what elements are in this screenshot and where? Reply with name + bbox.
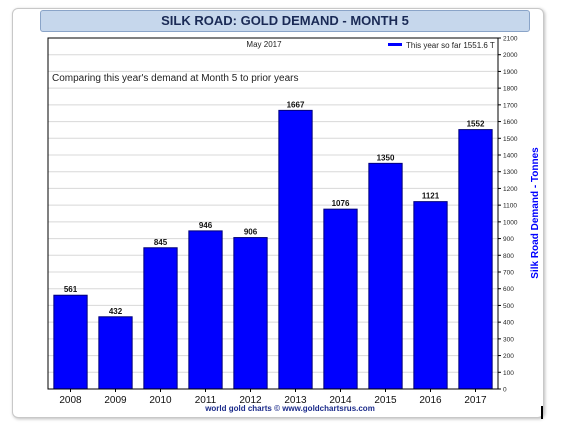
chart-title: SILK ROAD: GOLD DEMAND - MONTH 5: [40, 10, 530, 32]
bar-2011: [188, 230, 223, 390]
x-tick-label-2010: 2010: [149, 395, 172, 406]
y-tick-label: 1500: [503, 136, 518, 143]
bar-2016: [413, 201, 448, 390]
y-tick-label: 1400: [503, 153, 518, 160]
y-tick-label: 1200: [503, 186, 518, 193]
bar-2015: [368, 162, 403, 390]
data-label-2014: 1076: [332, 199, 350, 208]
x-tick-label-2016: 2016: [419, 395, 442, 406]
y-tick-label: 100: [503, 370, 514, 377]
plot-area: [47, 37, 499, 390]
y-tick-label: 300: [503, 336, 514, 343]
bar-2017: [458, 129, 493, 390]
legend-swatch: [388, 43, 402, 46]
chart-annotation: Comparing this year's demand at Month 5 …: [52, 73, 298, 84]
x-tick-labels: 2008 2009 2010 2011 2012 2013 2014 2015 2016 2017: [59, 389, 487, 406]
data-label-2016: 1121: [422, 192, 440, 201]
y-tick-label: 1800: [503, 86, 518, 93]
data-label-2013: 1667: [287, 100, 305, 109]
y-tick-label: 800: [503, 253, 514, 260]
bar-2008: [53, 294, 88, 390]
y-tick-label: 400: [503, 320, 514, 327]
y-tick-label: 200: [503, 353, 514, 360]
x-tick-label-2013: 2013: [284, 395, 307, 406]
y-tick-label: 0: [503, 387, 507, 394]
edge-mark: [541, 406, 543, 419]
y-tick-label: 1300: [503, 169, 518, 176]
y-tick-label: 500: [503, 303, 514, 310]
bar-2013: [278, 109, 313, 390]
x-tick-label-2017: 2017: [464, 395, 487, 406]
data-label-2009: 432: [109, 307, 123, 316]
data-label-2011: 946: [199, 221, 213, 230]
y-tick-label: 1100: [503, 203, 517, 210]
bar-2012: [233, 237, 268, 390]
x-tick-label-2014: 2014: [329, 395, 352, 406]
data-label-2017: 1552: [467, 120, 485, 129]
source-credit: world gold charts © www.goldchartsrus.co…: [204, 404, 375, 413]
y-tick-label: 700: [503, 270, 514, 277]
y-tick-label: 2000: [503, 52, 518, 59]
data-label-2010: 845: [154, 238, 168, 247]
bar-2009: [98, 316, 133, 390]
chart-subtitle: May 2017: [246, 40, 282, 49]
bar-2010: [143, 247, 178, 390]
y-tick-label: 1900: [503, 69, 518, 76]
legend: This year so far 1551.6 T: [388, 41, 495, 50]
x-tick-label-2011: 2011: [195, 395, 217, 406]
y-tick-label: 2100: [503, 36, 518, 43]
x-tick-label-2012: 2012: [239, 395, 262, 406]
x-tick-label-2015: 2015: [374, 395, 397, 406]
x-tick-label-2009: 2009: [104, 395, 127, 406]
y-tick-labels: 0 100 200 300 400 500 600 700 800 900 1000 1100 1200…: [498, 36, 518, 394]
y-tick-label: 600: [503, 286, 514, 293]
bar-2014: [323, 208, 358, 390]
y-tick-label: 1700: [503, 102, 518, 109]
data-labels: 561 432 845 946 906 1667 1076 1350 1121 1552: [64, 100, 485, 315]
y-tick-label: 900: [503, 236, 514, 243]
data-label-2012: 906: [244, 228, 258, 237]
y-tick-label: 1600: [503, 119, 518, 126]
legend-label: This year so far 1551.6 T: [406, 41, 495, 50]
data-label-2015: 1350: [377, 153, 395, 162]
y-tick-label: 1000: [503, 219, 518, 226]
data-label-2008: 561: [64, 285, 78, 294]
bars: [53, 109, 493, 390]
y-axis-label: Silk Road Demand - Tonnes: [530, 147, 541, 279]
x-tick-label-2008: 2008: [59, 395, 82, 406]
